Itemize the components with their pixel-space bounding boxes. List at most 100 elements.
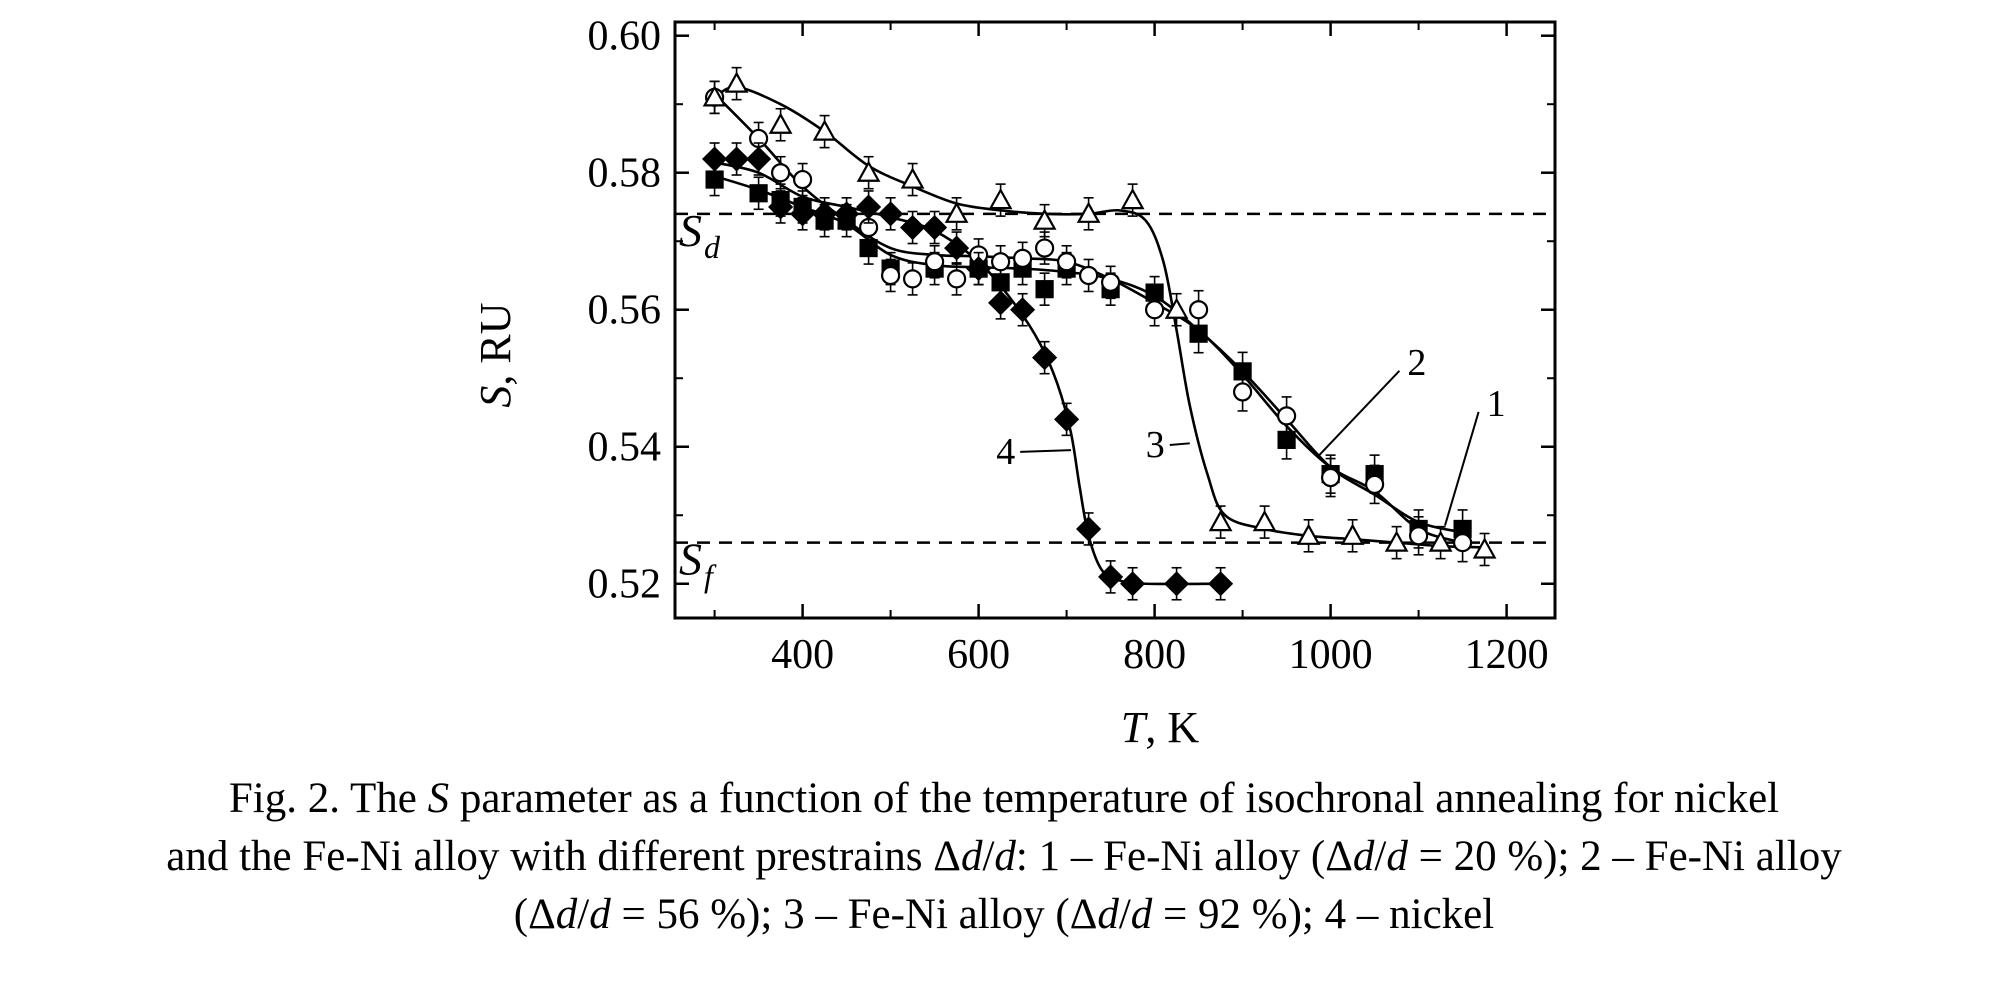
series-2-label: 2 [1407,342,1426,384]
series-1-label: 1 [1487,383,1506,425]
axis-ticks: 400 600 800 1000 1200 0.52 0.54 0.56 0.58 0.60 [588,14,1555,678]
series-2-marker [1056,252,1077,272]
series-4-marker [746,146,772,172]
series-2-marker [792,169,813,190]
series-4-curve [714,161,1221,586]
y-tick-label: 0.52 [588,562,662,608]
reference-sub-f: f [704,558,717,594]
series-4-marker [1076,516,1102,542]
series-3-marker [944,201,969,223]
series-4-marker [966,256,992,282]
series-4-marker [878,201,904,227]
series-2-points [704,80,1473,563]
plot-frame [673,20,1557,620]
series-4-label: 4 [996,431,1015,473]
series-3-curve [713,85,1485,549]
series-3-label: 3 [1146,424,1165,466]
series-3-marker [1164,297,1189,319]
series-3-marker [1340,523,1365,545]
series-curves [713,85,1485,586]
series-3-points [702,66,1497,567]
x-tick-label: 1200 [1465,632,1549,678]
x-tick-label: 800 [1123,632,1186,678]
y-axis-var: S [471,386,520,408]
series-4-marker [790,201,816,227]
series-3-marker [1032,208,1057,230]
x-tick-label: 600 [947,632,1010,678]
series-4-marker [1054,406,1080,432]
series-2-marker [1188,300,1209,320]
series-3-marker [1120,187,1145,210]
series-3-leader [1169,442,1190,447]
series-2-marker [1320,467,1341,488]
x-axis-var: T [1121,703,1149,752]
series-2-marker [990,252,1011,272]
series-4-marker [702,146,728,172]
caption-line-2: and the Fe-Ni alloy with different prest… [166,833,1842,880]
series-4-points [702,142,1234,601]
y-axis-unit: , RU [471,302,520,385]
series-2-marker [1232,382,1253,402]
series-1-marker [749,184,768,203]
series-4-marker [1208,571,1234,597]
y-tick-label: 0.60 [588,14,662,60]
reference-sub-d: d [704,229,721,265]
series-4-marker [900,214,926,241]
series-2-marker [1078,265,1099,286]
series-2-marker [1364,474,1385,495]
series-4-marker [1120,571,1146,597]
caption-line-1: Fig. 2. The S parameter as a function of… [228,775,1780,822]
series-3-marker [1384,530,1409,552]
y-tick-label: 0.56 [588,288,662,334]
series-2-leader [1316,370,1401,458]
series-2-marker [770,163,791,183]
series-2-marker [1276,406,1297,426]
series-3-marker [988,187,1013,210]
figure-caption: Fig. 2. The S parameter as a function of… [0,770,2008,944]
series-2-marker [1100,272,1121,292]
series-3-marker [1296,523,1321,545]
caption-line-3: (Δd/d = 56 %); 3 – Fe-Ni alloy (Δd/d = 9… [513,891,1495,938]
series-3-marker [1076,201,1101,223]
series-2-marker [880,265,901,286]
series-2-marker [924,252,945,272]
plot-area [673,20,1557,620]
y-axis-title: S, RU [471,302,520,407]
y-tick-label: 0.54 [588,425,662,471]
series-4-marker [812,201,838,227]
series-4-marker [768,194,794,220]
series-3-marker [1252,509,1277,532]
reference-label-f: S [679,534,702,585]
x-tick-label: 1000 [1289,632,1373,678]
series-4-marker [944,235,970,261]
x-axis-title: T, K [1121,703,1199,752]
series-4-marker [988,290,1014,316]
series-1-marker [1035,280,1054,299]
series-markers [702,66,1497,601]
series-3-marker [768,112,793,134]
y-tick-label: 0.58 [588,151,662,197]
series-4-marker [724,146,750,172]
series-2-curve [713,93,1463,544]
series-4-marker [856,194,882,220]
series-3-marker [1472,537,1497,559]
series-2-marker [1144,300,1165,320]
series-3-marker [1428,530,1453,552]
series-2-marker [1452,533,1473,553]
series-3-marker [724,71,749,93]
series-3-marker [702,85,727,107]
series-4-marker [1032,345,1058,371]
series-4-marker [1164,571,1190,597]
series-3-marker [900,167,925,189]
reference-label-d: S [679,205,702,256]
series-4-leader [1020,449,1072,453]
series-2-marker [946,269,967,289]
x-tick-label: 400 [771,632,834,678]
series-3-marker [1208,509,1233,532]
series-4-marker [1098,564,1124,590]
series-1-leader [1444,411,1480,526]
series-3-marker [812,119,837,141]
series-4-marker [834,201,860,227]
series-2-marker [1012,248,1033,268]
